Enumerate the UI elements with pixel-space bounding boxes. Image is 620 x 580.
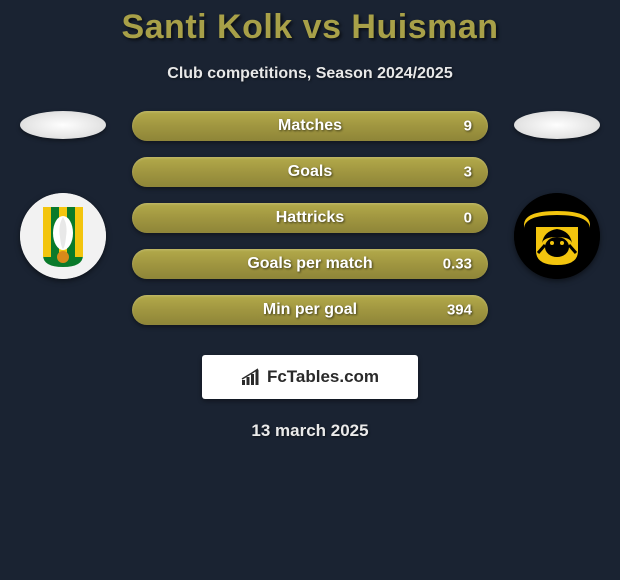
svg-text:VITESSE: VITESSE	[538, 216, 576, 226]
stat-right-value: 3	[464, 164, 472, 181]
stat-label: Matches	[278, 117, 342, 135]
stat-right-value: 0	[464, 210, 472, 227]
stat-bar-goals-per-match: Goals per match 0.33	[132, 249, 488, 279]
right-player-photo	[514, 111, 600, 139]
right-club-badge: VITESSE	[514, 193, 600, 279]
ado-den-haag-badge-icon	[20, 193, 106, 279]
left-player-photo	[20, 111, 106, 139]
stat-right-value: 9	[464, 118, 472, 135]
stat-bar-min-per-goal: Min per goal 394	[132, 295, 488, 325]
vitesse-badge-icon: VITESSE	[514, 193, 600, 279]
stat-label: Goals	[288, 163, 332, 181]
stat-label: Hattricks	[276, 209, 344, 227]
main-row: Matches 9 Goals 3 Hattricks 0 Goals per …	[0, 111, 620, 341]
stat-right-value: 0.33	[443, 256, 472, 273]
date-text: 13 march 2025	[0, 421, 620, 441]
brand-text: FcTables.com	[241, 367, 379, 387]
left-club-badge	[20, 193, 106, 279]
right-player-column: VITESSE	[502, 111, 612, 279]
page-title: Santi Kolk vs Huisman	[0, 8, 620, 47]
stat-label: Goals per match	[247, 255, 372, 273]
stats-column: Matches 9 Goals 3 Hattricks 0 Goals per …	[118, 111, 502, 341]
brand-box[interactable]: FcTables.com	[202, 355, 418, 399]
comparison-card: Santi Kolk vs Huisman Club competitions,…	[0, 0, 620, 441]
stat-bar-hattricks: Hattricks 0	[132, 203, 488, 233]
subtitle: Club competitions, Season 2024/2025	[0, 65, 620, 83]
brand-label: FcTables.com	[267, 367, 379, 387]
stat-right-value: 394	[447, 302, 472, 319]
left-player-column	[8, 111, 118, 279]
stat-bar-goals: Goals 3	[132, 157, 488, 187]
stat-bar-matches: Matches 9	[132, 111, 488, 141]
stat-label: Min per goal	[263, 301, 357, 319]
bar-chart-icon	[241, 368, 263, 386]
